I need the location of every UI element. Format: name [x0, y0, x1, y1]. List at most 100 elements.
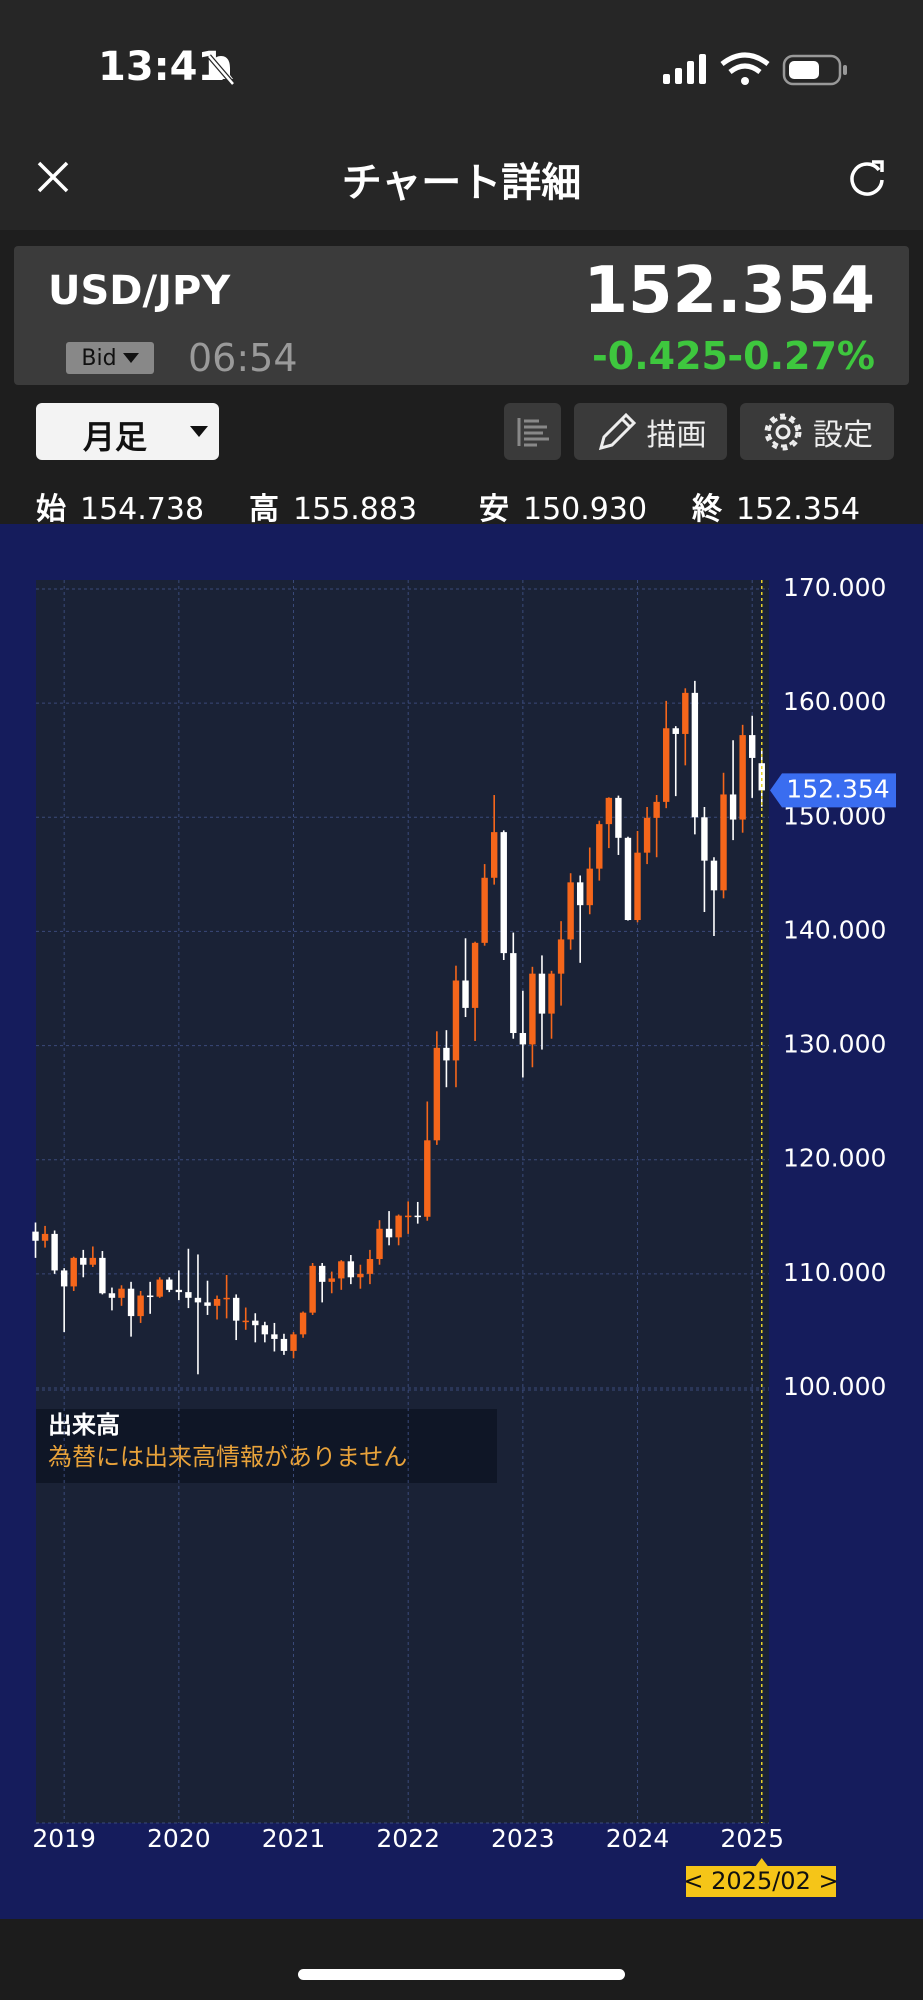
candle-body — [529, 973, 536, 1045]
candle-body — [433, 1047, 441, 1141]
x-tick-label: 2025 — [720, 1824, 784, 1853]
candle-body — [299, 1312, 307, 1335]
candle-body — [60, 1270, 68, 1287]
candle-body — [357, 1273, 364, 1278]
close-button[interactable] — [36, 160, 70, 194]
cursor-label-box[interactable] — [686, 1866, 836, 1897]
mute-icon — [207, 54, 235, 86]
ohlc-open: 始 154.738 — [36, 484, 204, 528]
volume-label-box — [36, 1409, 497, 1483]
candle-body — [739, 735, 746, 820]
y-tick-label: 160.000 — [783, 687, 886, 716]
candle-body — [338, 1261, 345, 1279]
candle-body — [424, 1140, 431, 1217]
cursor-pointer — [755, 1858, 768, 1866]
candle-body — [280, 1338, 288, 1351]
candle-body — [682, 692, 689, 734]
draw-button[interactable]: 描画 — [574, 403, 727, 460]
x-tick-label: 2024 — [606, 1824, 670, 1853]
candle-body — [605, 797, 613, 825]
status-time: 13:41 — [98, 44, 226, 90]
refresh-button[interactable] — [848, 158, 886, 196]
candle-body — [347, 1261, 355, 1278]
candle-body — [32, 1231, 39, 1241]
candle-body — [70, 1257, 77, 1287]
bid-selector[interactable]: Bid — [66, 342, 154, 374]
candle-body — [624, 837, 632, 921]
x-tick-label: 2019 — [32, 1824, 96, 1853]
candle-body — [89, 1257, 97, 1265]
candle-body — [414, 1215, 421, 1218]
candle-body — [481, 877, 488, 943]
ohlc-value: 152.354 — [736, 492, 861, 527]
ohlc-value: 155.883 — [293, 492, 418, 527]
plot-panel — [36, 580, 769, 1823]
x-tick-label: 2022 — [376, 1824, 440, 1853]
candle-body — [510, 953, 517, 1034]
ohlc-value: 154.738 — [80, 492, 205, 527]
candle-body — [204, 1302, 211, 1306]
candle-body — [242, 1320, 249, 1323]
interval-selector[interactable]: 月足 — [36, 403, 219, 460]
candle-body — [108, 1293, 116, 1298]
top-bar — [0, 0, 923, 230]
quote-time: 06:54 — [188, 336, 298, 380]
y-tick-label: 170.000 — [783, 573, 886, 602]
bottom-bar — [0, 1919, 923, 2000]
ohlc-label: 終 — [692, 492, 722, 527]
y-tick-label: 140.000 — [783, 915, 886, 944]
candle-body — [232, 1297, 240, 1321]
x-tick-label: 2020 — [147, 1824, 211, 1853]
y-tick-label: 120.000 — [783, 1144, 886, 1173]
home-indicator — [298, 1969, 625, 1980]
candle-body — [309, 1265, 316, 1313]
change: -0.425 — [592, 334, 728, 378]
list-icon — [517, 417, 549, 446]
change-percent: -0.27% — [727, 334, 875, 378]
ohlc-low: 安 150.930 — [479, 484, 647, 528]
candle-body — [557, 939, 565, 974]
candle-body — [691, 692, 699, 818]
last-price-label: 152.354 — [786, 774, 889, 803]
chart: 出来高 為替には出来高情報がありません 100.000 110.000 120.00… — [0, 524, 923, 1919]
candle-body — [261, 1325, 269, 1335]
settings-button[interactable]: 設定 — [740, 403, 894, 460]
candle-body — [672, 728, 679, 734]
ohlc-label: 高 — [249, 492, 279, 527]
candle-body — [662, 728, 670, 802]
candle-body — [471, 942, 479, 1008]
symbol: USD/JPY — [48, 268, 231, 314]
candle-body — [643, 817, 651, 853]
candle-body — [586, 868, 593, 906]
volume-note: 為替には出来高情報がありません — [48, 1443, 407, 1471]
list-button[interactable] — [504, 403, 561, 460]
candle-body — [634, 852, 641, 921]
price: 152.354 — [583, 254, 876, 328]
candle-body — [548, 973, 555, 1014]
candle-body — [127, 1288, 135, 1317]
candle-body — [653, 801, 660, 818]
candle-body — [749, 735, 756, 758]
candle-body — [194, 1297, 202, 1303]
dropdown-arrow — [190, 426, 208, 437]
pencil-icon — [598, 412, 636, 450]
candle-body — [720, 794, 727, 891]
candle-body — [318, 1265, 326, 1282]
settings-label: 設定 — [813, 417, 873, 453]
candle-body — [758, 763, 765, 791]
candle-body — [146, 1295, 154, 1298]
candle-body — [213, 1298, 221, 1306]
candle-body — [710, 860, 718, 891]
candle-body — [51, 1233, 58, 1271]
candle-body — [252, 1320, 259, 1326]
x-tick-label: 2023 — [491, 1824, 555, 1853]
candle-body — [519, 1033, 527, 1045]
y-tick-label: 100.000 — [783, 1372, 886, 1401]
candle-body — [223, 1297, 230, 1300]
candle-body — [185, 1292, 192, 1298]
candle-body — [328, 1278, 335, 1282]
candle-body — [462, 980, 469, 1008]
candle-body — [290, 1334, 297, 1351]
